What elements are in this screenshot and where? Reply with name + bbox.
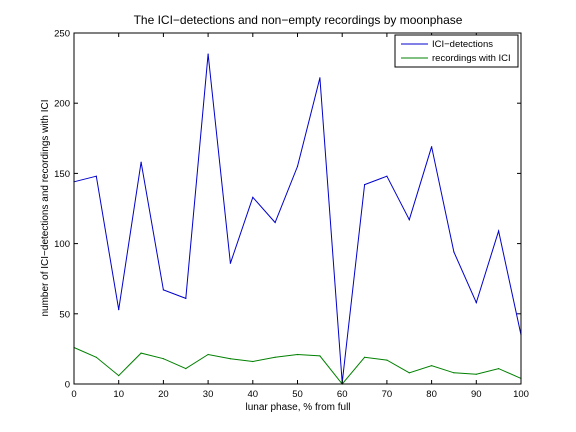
data-point-ici-detections <box>498 230 500 232</box>
data-point-recordings-with-ici <box>453 372 455 374</box>
data-point-recordings-with-ici <box>207 353 209 356</box>
x-tick-label: 20 <box>158 389 169 400</box>
data-point-ici-detections <box>185 297 187 299</box>
legend-label-recordings-with-ici: recordings with ICI <box>432 53 511 64</box>
data-point-ici-detections <box>431 146 433 148</box>
data-point-recordings-with-ici <box>386 359 388 361</box>
chart-title: The ICI−detections and non−empty recordi… <box>134 13 463 27</box>
x-axis-label: lunar phase, % from full <box>245 402 350 413</box>
x-tick-label: 50 <box>292 389 303 400</box>
data-point-recordings-with-ici <box>252 360 254 363</box>
x-tick-label: 30 <box>203 389 214 400</box>
data-point-ici-detections <box>453 251 455 253</box>
y-axis-label: number of ICI−detections and recordings … <box>40 99 51 316</box>
data-point-ici-detections <box>274 221 276 224</box>
legend: ICI−detections recordings with ICI <box>394 34 519 68</box>
data-point-ici-detections <box>319 77 321 79</box>
data-point-recordings-with-ici <box>229 358 231 360</box>
data-point-ici-detections <box>162 289 164 291</box>
data-point-recordings-with-ici <box>498 368 500 370</box>
data-point-ici-detections <box>364 184 366 186</box>
data-point-ici-detections <box>118 309 120 311</box>
data-point-recordings-with-ici <box>475 373 477 375</box>
legend-label-ici-detections: ICI−detections <box>432 39 493 50</box>
data-point-ici-detections <box>252 196 254 198</box>
y-tick-label: 0 <box>65 380 70 391</box>
data-point-ici-detections <box>386 175 388 177</box>
data-point-ici-detections <box>408 219 410 221</box>
x-tick-label: 70 <box>382 389 393 400</box>
y-tick-label: 100 <box>54 239 70 250</box>
x-axis-ticks: 0 10 20 30 40 50 60 70 80 90 100 <box>71 33 529 400</box>
y-tick-label: 150 <box>54 169 70 180</box>
plot-area: 0 10 20 30 40 50 60 70 80 90 100 0 50 100 150 200 250 <box>54 29 529 401</box>
data-point-ici-detections <box>140 161 142 163</box>
y-tick-label: 250 <box>54 29 70 40</box>
data-point-recordings-with-ici <box>296 353 299 356</box>
data-point-recordings-with-ici <box>274 356 276 358</box>
x-tick-label: 80 <box>426 389 437 400</box>
data-point-recordings-with-ici <box>95 356 97 358</box>
y-axis-ticks: 0 50 100 150 200 250 <box>54 29 521 391</box>
data-point-ici-detections <box>475 302 477 304</box>
y-tick-label: 200 <box>54 99 70 110</box>
data-point-recordings-with-ici <box>162 358 164 360</box>
data-point-ici-detections <box>229 262 231 264</box>
data-point-recordings-with-ici <box>140 352 142 354</box>
data-point-ici-detections <box>296 165 299 167</box>
data-point-recordings-with-ici <box>118 375 120 377</box>
x-tick-label: 90 <box>471 389 482 400</box>
x-tick-label: 40 <box>248 389 259 400</box>
data-point-recordings-with-ici <box>185 368 187 370</box>
data-point-recordings-with-ici <box>408 372 410 374</box>
legend-box <box>394 34 519 68</box>
data-point-recordings-with-ici <box>319 355 321 357</box>
x-tick-label: 0 <box>71 389 76 400</box>
x-tick-label: 10 <box>113 389 124 400</box>
x-tick-label: 60 <box>337 389 348 400</box>
data-point-recordings-with-ici <box>364 356 366 358</box>
data-point-ici-detections <box>207 53 209 55</box>
data-point-recordings-with-ici <box>431 365 433 367</box>
y-tick-label: 50 <box>59 309 70 320</box>
data-point-ici-detections <box>95 175 97 177</box>
x-tick-label: 100 <box>513 389 529 400</box>
